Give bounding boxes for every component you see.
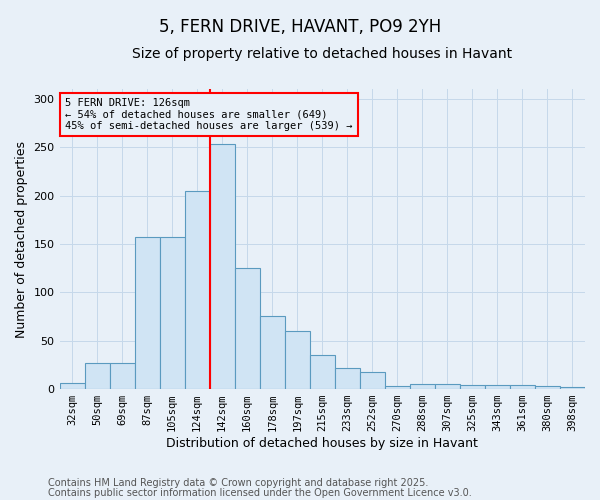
Text: Contains HM Land Registry data © Crown copyright and database right 2025.: Contains HM Land Registry data © Crown c…: [48, 478, 428, 488]
Bar: [535, 386, 560, 389]
Title: Size of property relative to detached houses in Havant: Size of property relative to detached ho…: [132, 48, 512, 62]
Bar: [460, 385, 485, 389]
Bar: [510, 385, 535, 389]
Bar: [59, 384, 85, 389]
Bar: [435, 384, 460, 389]
Bar: [209, 144, 235, 389]
Bar: [485, 385, 510, 389]
Y-axis label: Number of detached properties: Number of detached properties: [15, 140, 28, 338]
Bar: [360, 372, 385, 389]
Text: 5 FERN DRIVE: 126sqm
← 54% of detached houses are smaller (649)
45% of semi-deta: 5 FERN DRIVE: 126sqm ← 54% of detached h…: [65, 98, 352, 132]
Bar: [134, 237, 160, 389]
Bar: [110, 363, 134, 389]
Bar: [410, 384, 435, 389]
Bar: [560, 387, 585, 389]
X-axis label: Distribution of detached houses by size in Havant: Distribution of detached houses by size …: [166, 437, 478, 450]
Bar: [285, 331, 310, 389]
Text: Contains public sector information licensed under the Open Government Licence v3: Contains public sector information licen…: [48, 488, 472, 498]
Bar: [385, 386, 410, 389]
Text: 5, FERN DRIVE, HAVANT, PO9 2YH: 5, FERN DRIVE, HAVANT, PO9 2YH: [159, 18, 441, 36]
Bar: [260, 316, 285, 389]
Bar: [335, 368, 360, 389]
Bar: [185, 190, 209, 389]
Bar: [160, 237, 185, 389]
Bar: [85, 363, 110, 389]
Bar: [235, 268, 260, 389]
Bar: [310, 355, 335, 389]
